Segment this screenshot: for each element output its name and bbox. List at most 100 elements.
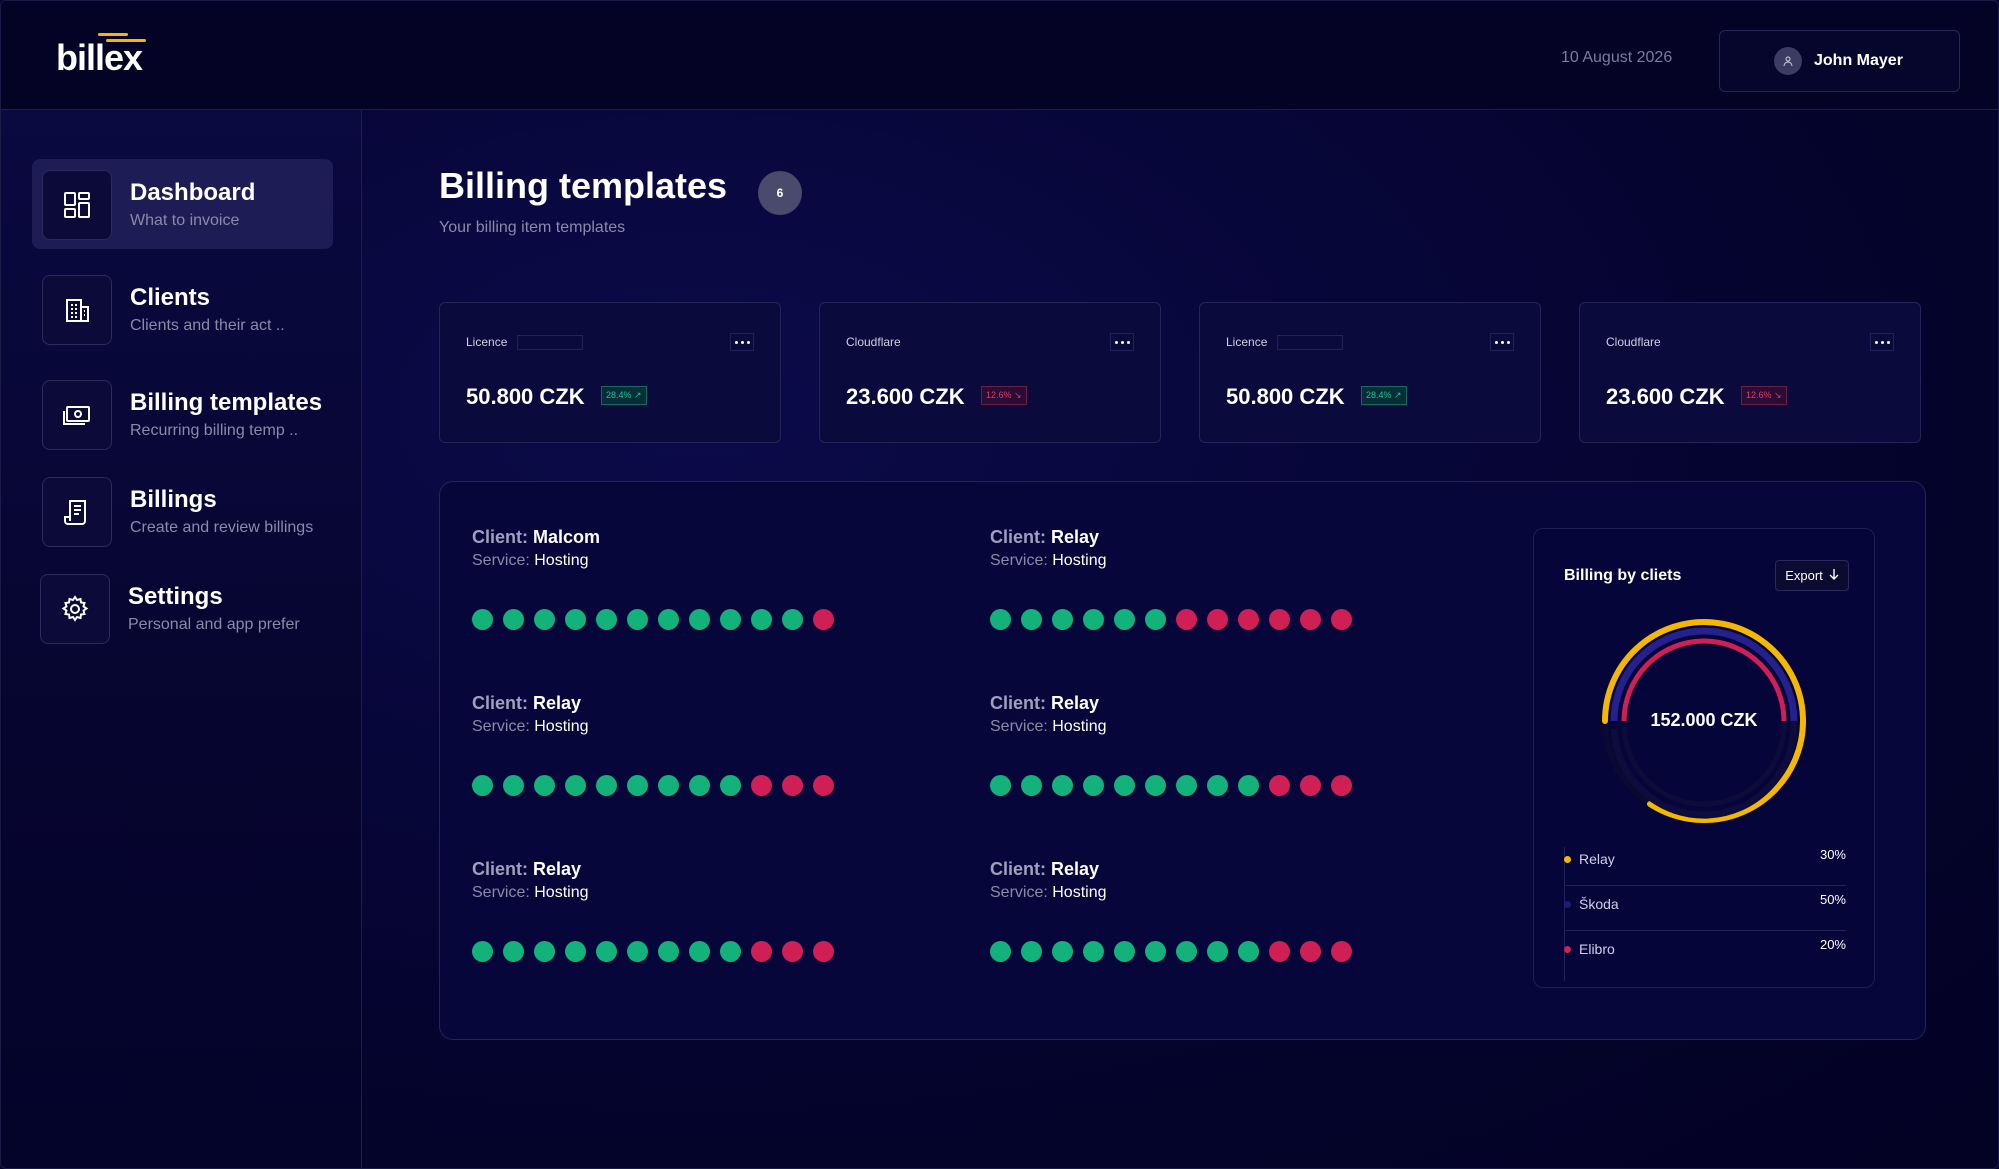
trend-up-icon: ↗: [634, 390, 642, 400]
status-dot-paid: [1176, 775, 1197, 796]
legend-value: 50%: [1819, 892, 1846, 907]
status-dot-unpaid: [1176, 609, 1197, 630]
status-dot-unpaid: [782, 775, 803, 796]
legend-dot: [1564, 946, 1571, 953]
status-dot-paid: [1145, 775, 1166, 796]
billing-by-clients-card: Billing by cliets Export 152.000 CZK Rel…: [1533, 528, 1875, 988]
stat-change-badge: 28.4% ↗: [601, 386, 647, 405]
status-dot-paid: [565, 941, 586, 962]
billing-entry[interactable]: Client: Relay Service: Hosting: [472, 859, 834, 962]
current-date: 10 August 2026: [1561, 49, 1673, 66]
billing-entry[interactable]: Client: Relay Service: Hosting: [990, 693, 1352, 796]
status-dot-paid: [627, 775, 648, 796]
page-title: Billing templates: [439, 165, 728, 206]
sidebar-item-settings[interactable]: Settings Personal and app prefer: [30, 563, 331, 653]
donut-center-value: 152.000 CZK: [1650, 710, 1758, 730]
status-dot-paid: [658, 941, 679, 962]
top-bar: billex 10 August 2026 John Mayer: [1, 1, 1998, 110]
legend-label: Škoda: [1579, 896, 1619, 912]
status-dot-paid: [1207, 941, 1228, 962]
status-dot-unpaid: [1300, 941, 1321, 962]
status-dot-paid: [720, 941, 741, 962]
status-dot-paid: [596, 609, 617, 630]
entry-service: Service: Hosting: [990, 884, 1107, 902]
status-dot-paid: [1083, 609, 1104, 630]
billing-entry[interactable]: Client: Malcom Service: Hosting: [472, 527, 834, 630]
entry-client: Client: Relay: [472, 693, 582, 713]
chart-title: Billing by cliets: [1564, 567, 1682, 584]
status-dot-paid: [689, 609, 710, 630]
count-badge: 6: [758, 171, 802, 215]
trend-down-icon: ↘: [1774, 390, 1782, 400]
status-dot-paid: [990, 775, 1011, 796]
client-name: Relay: [1051, 693, 1100, 713]
client-name: Relay: [1051, 859, 1100, 879]
status-dot-unpaid: [751, 941, 772, 962]
sidebar-item-title: Settings: [128, 583, 223, 610]
stat-label: Licence: [1226, 335, 1268, 349]
more-options-icon[interactable]: [730, 333, 754, 351]
sidebar-item-subtitle: Personal and app prefer: [128, 616, 300, 633]
status-dot-paid: [627, 609, 648, 630]
sidebar-item-title: Billings: [130, 486, 217, 513]
donut-ring-inner: [1621, 720, 1787, 807]
more-options-icon[interactable]: [1870, 333, 1894, 351]
sidebar-item-billing-templates[interactable]: Billing templates Recurring billing temp…: [32, 369, 333, 459]
stat-label: Licence: [466, 335, 508, 349]
stat-value: 23.600 CZK: [1606, 384, 1725, 409]
sidebar-item-subtitle: What to invoice: [130, 212, 240, 229]
legend-item: Škoda 50%: [1564, 886, 1846, 931]
status-dot-paid: [1207, 775, 1228, 796]
billing-entry[interactable]: Client: Relay Service: Hosting: [990, 527, 1352, 630]
stat-card[interactable]: Cloudflare 23.600 CZK 12.6% ↘: [819, 302, 1161, 443]
sidebar-item-dashboard[interactable]: Dashboard What to invoice: [32, 159, 333, 249]
more-options-icon[interactable]: [1490, 333, 1514, 351]
export-label: Export: [1785, 568, 1823, 583]
status-dot-unpaid: [782, 941, 803, 962]
logo[interactable]: billex: [56, 37, 143, 78]
stat-card[interactable]: Licence 50.800 CZK 28.4% ↗: [439, 302, 781, 443]
legend-item: Elibro 20%: [1564, 931, 1846, 975]
client-name: Relay: [533, 859, 582, 879]
billing-entry[interactable]: Client: Relay Service: Hosting: [472, 693, 834, 796]
more-options-icon[interactable]: [1110, 333, 1134, 351]
status-dot-unpaid: [1238, 609, 1259, 630]
status-dot-unpaid: [1269, 775, 1290, 796]
stat-card[interactable]: Licence 50.800 CZK 28.4% ↗: [1199, 302, 1541, 443]
logo-mark: [98, 33, 146, 47]
entry-service: Service: Hosting: [990, 718, 1107, 736]
export-button[interactable]: Export: [1775, 560, 1849, 591]
status-dot-paid: [1021, 775, 1042, 796]
status-dot-unpaid: [1300, 775, 1321, 796]
stat-label: Cloudflare: [1606, 335, 1661, 349]
entry-client: Client: Relay: [472, 859, 582, 879]
stat-change-value: 28.4%: [1366, 390, 1392, 400]
billing-status-dots: [472, 775, 834, 796]
entry-client: Client: Relay: [990, 527, 1100, 547]
status-dot-paid: [534, 609, 555, 630]
donut-segment-skoda: [1610, 627, 1798, 722]
sidebar: Dashboard What to invoice Clients Client…: [1, 110, 362, 1168]
service-name: Hosting: [534, 718, 589, 735]
status-dot-paid: [1021, 609, 1042, 630]
stat-change-badge: 12.6% ↘: [1741, 386, 1787, 405]
status-dot-paid: [1083, 775, 1104, 796]
status-dot-paid: [503, 941, 524, 962]
sidebar-item-billings[interactable]: Billings Create and review billings: [32, 466, 333, 556]
user-menu-button[interactable]: John Mayer: [1719, 30, 1960, 92]
donut-segment-skoda-lower: [1610, 720, 1798, 819]
service-name: Hosting: [1052, 718, 1107, 735]
gear-icon: [40, 574, 110, 644]
stat-card[interactable]: Cloudflare 23.600 CZK 12.6% ↘: [1579, 302, 1921, 443]
sidebar-item-subtitle: Create and review billings: [130, 519, 314, 536]
trend-down-icon: ↘: [1014, 390, 1022, 400]
status-dot-paid: [472, 941, 493, 962]
status-dot-paid: [472, 775, 493, 796]
sidebar-item-clients[interactable]: Clients Clients and their act ..: [32, 264, 333, 354]
sidebar-item-title: Dashboard: [130, 179, 256, 206]
client-name: Relay: [533, 693, 582, 713]
service-label: Service:: [990, 552, 1048, 569]
billing-entry[interactable]: Client: Relay Service: Hosting: [990, 859, 1352, 962]
sidebar-item-subtitle: Clients and their act ..: [130, 317, 285, 334]
